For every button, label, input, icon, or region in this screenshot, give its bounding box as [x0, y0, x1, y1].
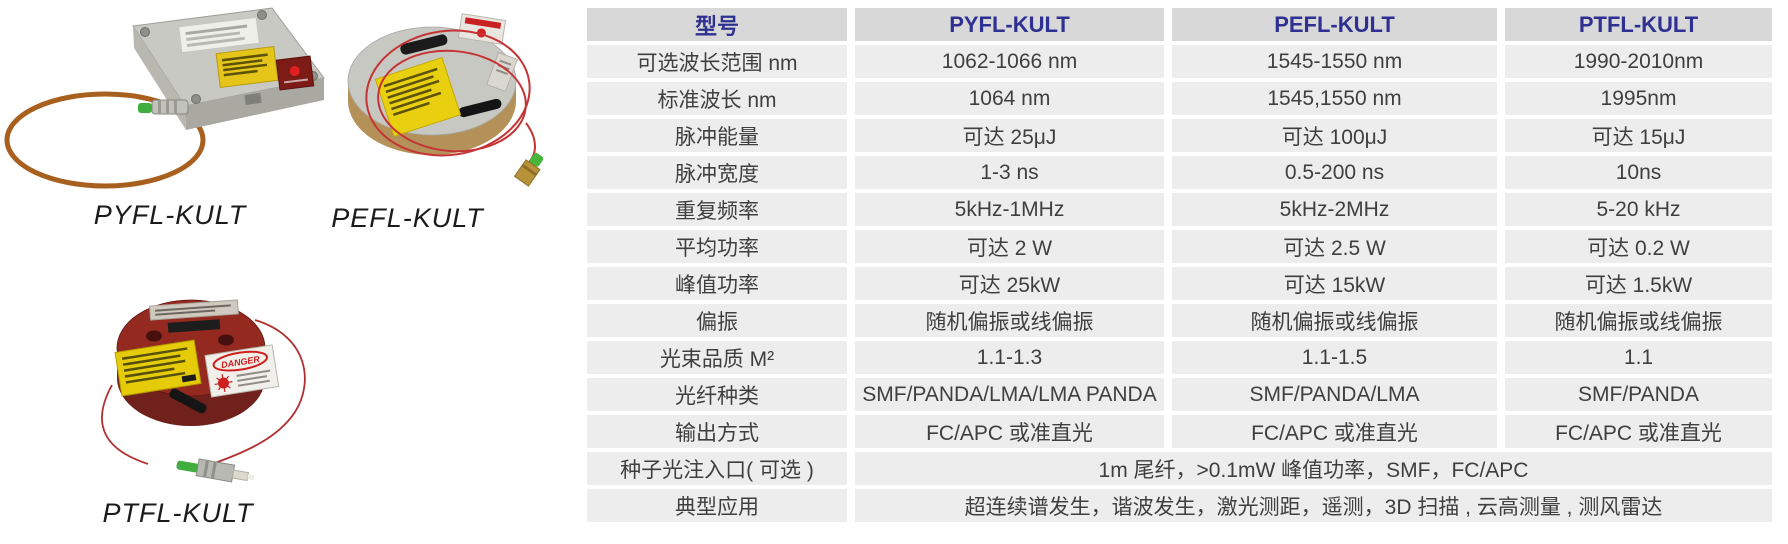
table-row: 偏振 随机偏振或线偏振 随机偏振或线偏振 随机偏振或线偏振: [587, 304, 1772, 337]
spec-cell: 1-3 ns: [855, 156, 1164, 189]
spec-cell: 10ns: [1505, 156, 1772, 189]
spec-cell: 1.1-1.3: [855, 341, 1164, 374]
spec-cell: 随机偏振或线偏振: [1172, 304, 1497, 337]
header-model: 型号: [587, 8, 847, 41]
spec-cell: 0.5-200 ns: [1172, 156, 1497, 189]
spec-cell: 1062-1066 nm: [855, 45, 1164, 78]
spec-cell: SMF/PANDA/LMA: [1172, 378, 1497, 411]
spec-cell: SMF/PANDA/LMA/LMA PANDA: [855, 378, 1164, 411]
spec-table: 型号 PYFL-KULT PEFL-KULT PTFL-KULT 可选波长范围 …: [579, 4, 1780, 526]
laser-aperture-label: [457, 13, 507, 45]
spec-cell: 可达 100μJ: [1172, 119, 1497, 152]
pefl-product-image: [347, 13, 544, 187]
spec-cell: 1545-1550 nm: [1172, 45, 1497, 78]
table-row: 输出方式 FC/APC 或准直光 FC/APC 或准直光 FC/APC 或准直光: [587, 415, 1772, 448]
spec-cell: 1990-2010nm: [1505, 45, 1772, 78]
fiber-connector: [138, 99, 189, 115]
table-row: 光束品质 M² 1.1-1.3 1.1-1.5 1.1: [587, 341, 1772, 374]
spec-cell: 可达 15μJ: [1505, 119, 1772, 152]
table-row: 典型应用 超连续谱发生，谐波发生，激光测距，遥测，3D 扫描 , 云高测量 , …: [587, 489, 1772, 522]
row-label: 峰值功率: [587, 267, 847, 300]
row-label: 输出方式: [587, 415, 847, 448]
row-label: 平均功率: [587, 230, 847, 263]
spec-cell-span: 1m 尾纤，>0.1mW 峰值功率，SMF，FC/APC: [855, 452, 1772, 485]
mount-hole: [218, 334, 234, 346]
danger-label: DANGER: [204, 344, 280, 398]
ptfl-product-image: DANGER: [101, 299, 306, 483]
spec-cell: 可达 15kW: [1172, 267, 1497, 300]
warning-label: [215, 46, 279, 88]
spec-cell: 随机偏振或线偏振: [1505, 304, 1772, 337]
fiber-connector: [513, 152, 544, 187]
caption-pyfl-kult: PYFL-KULT: [93, 200, 247, 230]
fiber-cable: [101, 319, 306, 465]
row-label: 脉冲能量: [587, 119, 847, 152]
table-row: 脉冲能量 可达 25μJ 可达 100μJ 可达 15μJ: [587, 119, 1772, 152]
table-row: 种子光注入口( 可选 ) 1m 尾纤，>0.1mW 峰值功率，SMF，FC/AP…: [587, 452, 1772, 485]
spec-cell: 1064 nm: [855, 82, 1164, 115]
spec-cell: 1545,1550 nm: [1172, 82, 1497, 115]
spec-cell: 1.1-1.5: [1172, 341, 1497, 374]
spec-cell: FC/APC 或准直光: [855, 415, 1164, 448]
warning-label: [374, 57, 462, 137]
table-row: 峰值功率 可达 25kW 可达 15kW 可达 1.5kW: [587, 267, 1772, 300]
table-header-row: 型号 PYFL-KULT PEFL-KULT PTFL-KULT: [587, 8, 1772, 41]
row-label: 光束品质 M²: [587, 341, 847, 374]
table-row: 可选波长范围 nm 1062-1066 nm 1545-1550 nm 1990…: [587, 45, 1772, 78]
spec-cell-span: 超连续谱发生，谐波发生，激光测距，遥测，3D 扫描 , 云高测量 , 测风雷达: [855, 489, 1772, 522]
row-label: 偏振: [587, 304, 847, 337]
spec-cell: 可达 25kW: [855, 267, 1164, 300]
header-ptfl-kult: PTFL-KULT: [1505, 8, 1772, 41]
id-label: [149, 299, 239, 321]
pyfl-product-image: [4, 7, 325, 189]
row-label: 标准波长 nm: [587, 82, 847, 115]
row-label: 可选波长范围 nm: [587, 45, 847, 78]
row-label: 典型应用: [587, 489, 847, 522]
spec-cell: 随机偏振或线偏振: [855, 304, 1164, 337]
spec-cell: 1995nm: [1505, 82, 1772, 115]
caption-ptfl-kult: PTFL-KULT: [102, 498, 254, 528]
product-photo-panel: DANGER PYFL-KULT PEFL-KULT PTFL-KULT: [0, 0, 570, 544]
spec-cell: FC/APC 或准直光: [1505, 415, 1772, 448]
spec-cell: 5kHz-1MHz: [855, 193, 1164, 226]
table-row: 脉冲宽度 1-3 ns 0.5-200 ns 10ns: [587, 156, 1772, 189]
spec-cell: FC/APC 或准直光: [1172, 415, 1497, 448]
row-label: 光纤种类: [587, 378, 847, 411]
row-label: 种子光注入口( 可选 ): [587, 452, 847, 485]
black-slot: [169, 388, 207, 414]
mount-hole: [146, 330, 162, 342]
spec-cell: 5kHz-2MHz: [1172, 193, 1497, 226]
fiber-connector: [176, 458, 255, 483]
spec-cell: 5-20 kHz: [1505, 193, 1772, 226]
id-label: [178, 16, 260, 54]
black-slot: [167, 319, 221, 333]
table-row: 标准波长 nm 1064 nm 1545,1550 nm 1995nm: [587, 82, 1772, 115]
row-label: 脉冲宽度: [587, 156, 847, 189]
caption-pefl-kult: PEFL-KULT: [331, 203, 484, 233]
header-pyfl-kult: PYFL-KULT: [855, 8, 1164, 41]
fiber-port: [244, 92, 262, 106]
black-slot: [400, 34, 502, 118]
spec-cell: SMF/PANDA: [1505, 378, 1772, 411]
laser-aperture-label: [275, 55, 315, 91]
row-label: 重复频率: [587, 193, 847, 226]
table-row: 平均功率 可达 2 W 可达 2.5 W 可达 0.2 W: [587, 230, 1772, 263]
spec-cell: 1.1: [1505, 341, 1772, 374]
table-row: 重复频率 5kHz-1MHz 5kHz-2MHz 5-20 kHz: [587, 193, 1772, 226]
warning-label: [114, 339, 202, 397]
table-row: 光纤种类 SMF/PANDA/LMA/LMA PANDA SMF/PANDA/L…: [587, 378, 1772, 411]
spec-cell: 可达 25μJ: [855, 119, 1164, 152]
header-pefl-kult: PEFL-KULT: [1172, 8, 1497, 41]
spec-cell: 可达 1.5kW: [1505, 267, 1772, 300]
spec-cell: 可达 0.2 W: [1505, 230, 1772, 263]
spec-cell: 可达 2.5 W: [1172, 230, 1497, 263]
spec-cell: 可达 2 W: [855, 230, 1164, 263]
